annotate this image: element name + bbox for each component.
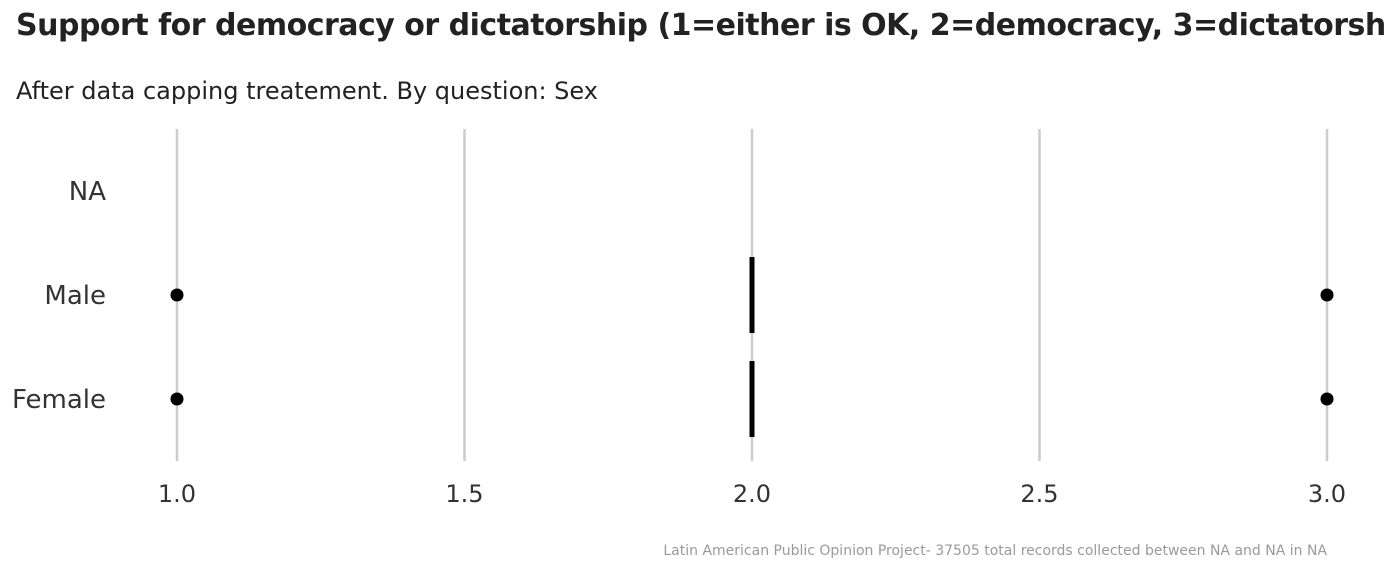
category-axis: NA Male Female xyxy=(12,177,106,415)
chart-subtitle: After data capping treatement. By questi… xyxy=(16,77,598,105)
x-tick-label: 2.5 xyxy=(1020,480,1058,508)
marks-layer xyxy=(170,257,1334,437)
y-category-label: Male xyxy=(44,281,106,311)
x-tick-label: 1.0 xyxy=(158,480,196,508)
outlier-point xyxy=(1320,392,1334,406)
chart-caption: Latin American Public Opinion Project- 3… xyxy=(663,543,1327,559)
outlier-point xyxy=(1320,288,1334,302)
y-category-label: NA xyxy=(69,177,106,207)
outlier-point xyxy=(170,392,184,406)
x-tick-label: 3.0 xyxy=(1308,480,1346,508)
outlier-point xyxy=(170,288,184,302)
y-category-label: Female xyxy=(12,385,106,415)
x-tick-label: 1.5 xyxy=(445,480,483,508)
chart-title: Support for democracy or dictatorship (1… xyxy=(16,8,1386,43)
x-axis: 1.0 1.5 2.0 2.5 3.0 xyxy=(158,480,1346,508)
x-tick-label: 2.0 xyxy=(733,480,771,508)
